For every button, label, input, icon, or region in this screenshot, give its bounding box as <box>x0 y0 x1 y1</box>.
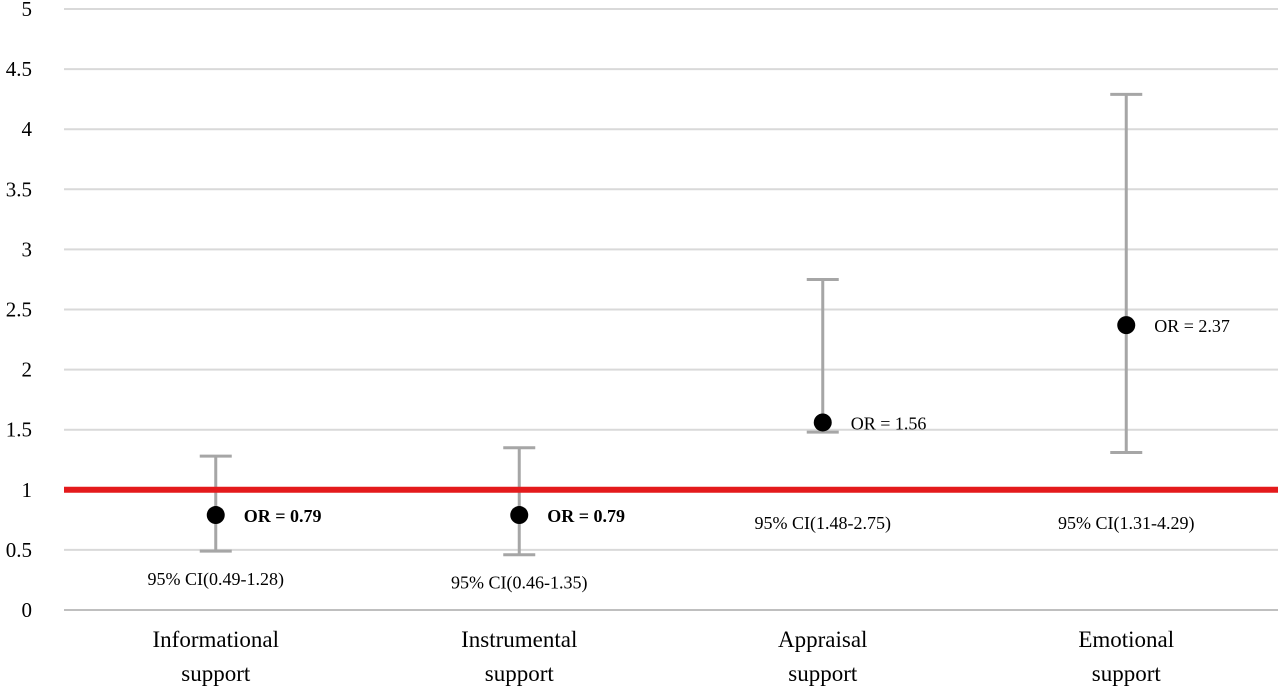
y-tick-label: 2 <box>22 358 33 382</box>
error-bar <box>199 454 232 553</box>
category-label: Instrumental support <box>461 627 577 686</box>
category-label-line: Informational <box>153 627 279 652</box>
or-label: OR = 0.79 <box>547 506 625 526</box>
or-point <box>1117 316 1136 335</box>
y-tick-label: 1 <box>22 478 33 502</box>
category-label-line: support <box>788 661 858 686</box>
or-label: OR = 2.37 <box>1154 316 1230 336</box>
gridlines <box>64 8 1278 551</box>
y-tick-label: 1.5 <box>6 418 32 442</box>
data-points <box>206 316 1136 525</box>
category-label-line: Emotional <box>1078 627 1174 652</box>
error-bar <box>806 277 839 434</box>
category-label-line: Instrumental <box>461 627 577 652</box>
category-label: Informational support <box>153 627 279 686</box>
category-label-line: support <box>181 661 251 686</box>
or-label: OR = 0.79 <box>244 506 322 526</box>
y-tick-label: 3.5 <box>6 177 32 201</box>
annotations: OR = 0.79 95% CI(0.49-1.28) OR = 0.79 95% C… <box>148 316 1230 594</box>
error-bar <box>1110 92 1143 455</box>
ci-label: 95% CI(1.31-4.29) <box>1058 513 1194 534</box>
y-axis-ticks: 0 0.5 1 1.5 2 2.5 3 3.5 4 4.5 5 <box>6 0 33 622</box>
y-tick-label: 5 <box>22 0 33 21</box>
or-label: OR = 1.56 <box>851 413 927 433</box>
category-label: Appraisal support <box>778 627 867 686</box>
y-tick-label: 0 <box>22 598 33 622</box>
ci-label: 95% CI(0.49-1.28) <box>148 569 284 590</box>
category-label-line: support <box>1092 661 1162 686</box>
or-point <box>206 506 225 525</box>
y-tick-label: 4.5 <box>6 57 32 81</box>
y-tick-label: 3 <box>22 237 33 261</box>
or-point <box>813 413 832 432</box>
category-label-line: Appraisal <box>778 627 867 652</box>
ci-label: 95% CI(0.46-1.35) <box>451 573 587 594</box>
y-tick-label: 0.5 <box>6 538 32 562</box>
category-label: Emotional support <box>1078 627 1174 686</box>
y-tick-label: 2.5 <box>6 298 32 322</box>
y-tick-label: 4 <box>22 117 33 141</box>
error-bar <box>503 446 536 557</box>
ci-label: 95% CI(1.48-2.75) <box>755 513 891 534</box>
or-point <box>510 506 529 525</box>
error-bars <box>199 92 1143 557</box>
category-label-line: support <box>485 661 555 686</box>
